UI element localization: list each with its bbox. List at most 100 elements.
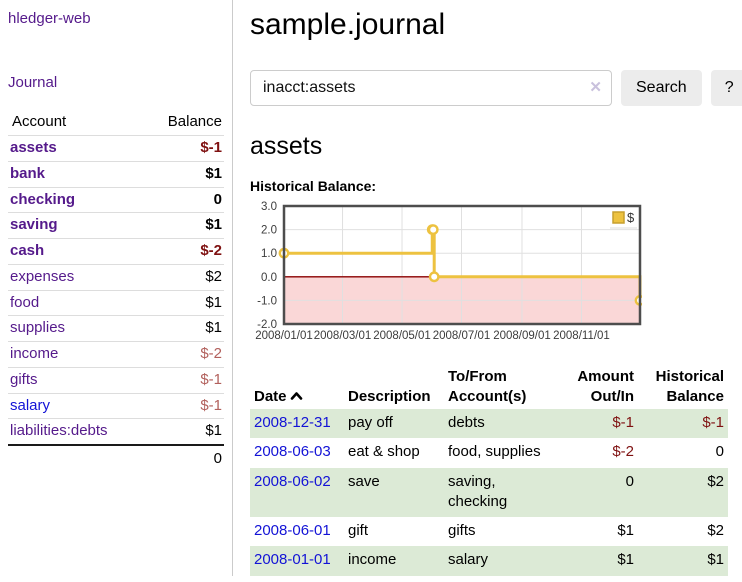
app-title-link[interactable]: hledger-web (8, 10, 91, 27)
account-balance: $-1 (143, 393, 224, 420)
transaction-balance: $-1 (702, 414, 724, 431)
accounts-total-value: 0 (213, 450, 222, 467)
transaction-date-link[interactable]: 2008-01-01 (254, 551, 331, 569)
transaction-accounts: saving, checking (448, 472, 508, 510)
transaction-amount: $1 (617, 551, 634, 569)
account-balance: $1 (143, 212, 224, 239)
transaction-description: income (348, 551, 397, 569)
transaction-accounts: debts (448, 414, 485, 431)
account-link[interactable]: cash (10, 242, 45, 259)
transaction-amount: $-1 (612, 414, 634, 431)
account-row: saving $1 (8, 212, 224, 239)
sidebar: hledger-web Journal Account Balance asse… (0, 0, 233, 576)
account-link[interactable]: assets (10, 139, 57, 156)
account-row: supplies $1 (8, 315, 224, 342)
search-button[interactable]: Search (621, 69, 702, 106)
chart-title: Historical Balance: (250, 177, 377, 194)
main-content: sample.journal ✕ Search ? assets Histori… (233, 0, 742, 576)
transaction-description: gift (348, 522, 369, 539)
svg-text:2008/05/01: 2008/05/01 (373, 330, 431, 342)
account-link[interactable]: liabilities:debts (10, 422, 108, 440)
account-link[interactable]: bank (10, 164, 46, 182)
account-balance: $-1 (143, 367, 224, 394)
account-balance: $1 (143, 161, 224, 188)
transaction-balance: $2 (707, 522, 724, 539)
account-balance: $2 (143, 264, 224, 291)
transaction-row: 2008-06-01 gift gifts $1 $2 (250, 517, 728, 546)
accounts-total-spacer (8, 445, 144, 472)
account-balance: $-1 (143, 135, 224, 162)
transaction-date-link[interactable]: 2008-12-31 (254, 414, 331, 431)
svg-text:$: $ (627, 210, 635, 225)
account-row: cash $-2 (8, 238, 224, 265)
svg-text:0.0: 0.0 (261, 271, 277, 283)
help-button[interactable]: ? (710, 69, 742, 106)
account-link[interactable]: gifts (10, 370, 38, 388)
account-heading: assets (250, 131, 323, 160)
transaction-date-link[interactable]: 2008-06-02 (254, 472, 331, 490)
account-row: checking 0 (8, 187, 224, 214)
svg-text:2008/01/01: 2008/01/01 (255, 330, 313, 342)
account-link[interactable]: supplies (10, 319, 66, 337)
clear-search-icon[interactable]: ✕ (589, 78, 602, 96)
svg-text:2008/09/01: 2008/09/01 (493, 330, 551, 342)
account-balance: $1 (143, 290, 224, 317)
svg-text:-2.0: -2.0 (257, 319, 277, 331)
svg-text:-1.0: -1.0 (257, 295, 277, 307)
transaction-balance: 0 (715, 443, 724, 461)
transaction-row: 2008-12-31 pay off debts $-1 $-1 (250, 409, 728, 439)
transaction-accounts: salary (448, 551, 489, 569)
account-row: gifts $-1 (8, 367, 224, 394)
transaction-date-link[interactable]: 2008-06-03 (254, 443, 331, 461)
account-link[interactable]: food (10, 293, 40, 311)
transaction-description: save (348, 472, 380, 490)
accounts-table: Account Balance assets $-1 bank $1 checking 0… (8, 110, 224, 472)
svg-text:2008/07/01: 2008/07/01 (433, 330, 491, 342)
transaction-accounts: food, supplies (448, 443, 541, 461)
svg-text:3.0: 3.0 (261, 201, 277, 213)
account-row: food $1 (8, 290, 224, 317)
transaction-balance: $2 (707, 472, 724, 490)
account-link[interactable]: saving (10, 216, 58, 234)
account-balance: 0 (143, 187, 224, 214)
transaction-amount: $-2 (612, 443, 634, 461)
account-row: assets $-1 (8, 135, 224, 162)
register-header-balance: Historical Balance (655, 367, 724, 405)
transaction-date-link[interactable]: 2008-06-01 (254, 522, 331, 539)
transaction-balance: $1 (707, 551, 724, 569)
account-row: expenses $2 (8, 264, 224, 291)
accounts-header-account: Account (8, 110, 144, 136)
transaction-description: pay off (348, 414, 393, 431)
accounts-header-balance: Balance (143, 110, 224, 136)
register-table: Date Description To/From Account(s) Amou… (250, 365, 728, 576)
account-link[interactable]: checking (10, 190, 76, 208)
search-form: ✕ Search ? (250, 69, 742, 106)
transaction-row: 2008-01-01 income salary $1 $1 (250, 546, 728, 576)
transaction-description: eat & shop (348, 443, 420, 461)
svg-text:2008/03/01: 2008/03/01 (314, 330, 372, 342)
historical-balance-chart[interactable]: 3.0 2.0 1.0 0.0 -1.0 -2.0 2008/01/01 2008/03/01… (250, 201, 646, 352)
svg-text:1.0: 1.0 (261, 248, 277, 260)
account-row: salary $-1 (8, 393, 224, 420)
page-title: sample.journal (250, 8, 446, 41)
transaction-accounts: gifts (448, 522, 476, 539)
register-header-date[interactable]: Date (250, 365, 344, 410)
account-row: liabilities:debts $1 (8, 418, 224, 447)
transaction-amount: 0 (625, 472, 634, 490)
account-link[interactable]: income (10, 345, 59, 362)
account-row: income $-2 (8, 341, 224, 368)
account-balance: $-2 (143, 341, 224, 368)
transaction-row: 2008-06-02 save saving, checking 0 $2 (250, 467, 728, 517)
account-balance: $1 (143, 418, 224, 447)
account-link[interactable]: expenses (10, 267, 75, 285)
account-link[interactable]: salary (10, 396, 51, 414)
account-balance: $1 (143, 315, 224, 342)
register-header-amount: Amount Out/In (577, 367, 634, 405)
register-header-accounts: To/From Account(s) (448, 367, 527, 405)
sort-ascending-icon (290, 387, 303, 407)
sidebar-item-journal[interactable]: Journal (8, 74, 58, 91)
search-input[interactable] (250, 69, 612, 106)
svg-text:2.0: 2.0 (261, 224, 277, 236)
